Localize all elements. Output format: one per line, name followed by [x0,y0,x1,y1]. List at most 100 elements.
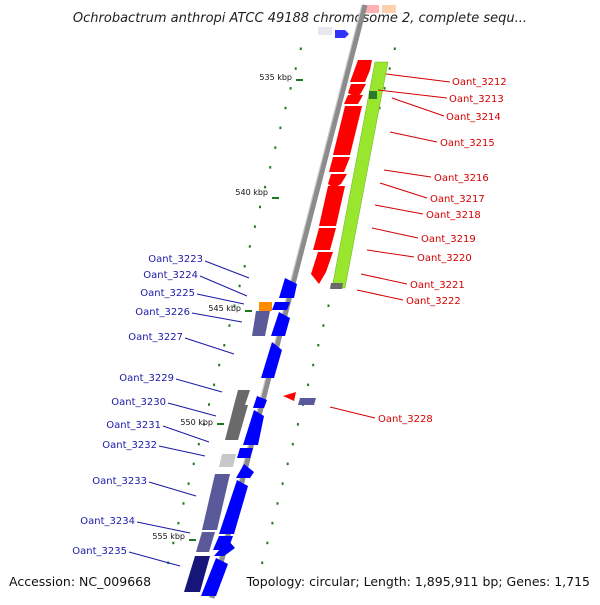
guide-right-dot [266,541,269,545]
guide-left-dot [243,265,246,268]
guide-left-dot [248,245,251,248]
tick-label-555: 555 kbp [152,532,185,541]
gene-oant-3236b-shape [201,558,228,596]
label-oant-3226[interactable]: Oant_3226 [135,307,190,318]
guide-left-dot [279,126,282,130]
guide-right-dot [378,106,381,110]
leader-oant-3235 [128,551,181,567]
guide-left-dot [223,344,226,347]
label-oant-3212[interactable]: Oant_3212 [452,77,507,88]
guide-right-dot [327,304,330,307]
leader-oant-3212 [385,73,451,83]
leader-oant-3215 [389,131,438,143]
gene-oant-3231-shape [243,410,264,445]
gene-oant-3215-shape [333,106,362,155]
guide-left-dot [233,304,236,307]
guide-right-dot [312,363,315,367]
leader-oant-3223 [204,260,250,279]
guide-right-dot [383,87,386,90]
label-oant-3218[interactable]: Oant_3218 [426,210,481,221]
accession-text: Accession: NC_009668 [9,574,151,589]
gene-oant-3232b-shape [219,454,236,467]
leader-oant-3229 [175,378,223,393]
leader-oant-3217 [379,182,428,199]
gc-track-end [330,283,343,289]
guide-right-dot [276,502,279,505]
guide-left-dot [259,205,261,209]
label-oant-3217[interactable]: Oant_3217 [430,194,485,205]
guide-right-dot [271,521,274,525]
guide-left-dot [284,106,287,110]
gene-oant-3232-shape [237,448,253,458]
leader-oant-3220 [366,249,415,258]
forward-gene-labels: Oant_3212 Oant_3213 Oant_3214 Oant_3215 … [329,73,507,425]
label-oant-3229[interactable]: Oant_3229 [119,373,174,384]
gene-oant-3218-shape [319,186,345,226]
topology-text: Topology: circular; Length: 1,895,911 bp… [246,574,590,589]
leader-oant-3225 [196,293,245,305]
tick-label-535: 535 kbp [259,73,292,82]
label-oant-3224[interactable]: Oant_3224 [143,270,198,281]
label-oant-3232[interactable]: Oant_3232 [102,440,157,451]
gene-oant-3226b-shape [271,312,290,336]
gene-oant-3223-shape [279,278,297,298]
guide-left-dot [187,482,190,485]
label-oant-3230[interactable]: Oant_3230 [111,397,166,408]
guide-left-dot [294,67,297,70]
label-oant-3220[interactable]: Oant_3220 [417,253,472,264]
guide-left-dot [274,146,277,149]
guide-right-dot [296,423,299,426]
label-oant-3231[interactable]: Oant_3231 [106,420,161,431]
leader-oant-3218 [374,204,424,215]
gene-oant-3214-shape [344,95,363,104]
label-oant-3235[interactable]: Oant_3235 [72,546,127,557]
leader-oant-3221 [360,273,408,285]
guide-right-dot [281,482,284,485]
gene-oant-3224-shape [259,302,272,311]
guide-left-dot [208,403,210,406]
label-oant-3221[interactable]: Oant_3221 [410,280,465,291]
guide-right-dot [322,324,325,327]
gene-oant-3213-shape [348,84,366,98]
gc-track-bar [331,61,389,289]
label-oant-3214[interactable]: Oant_3214 [446,112,501,123]
gene-oant-3225-shape [252,311,270,336]
label-oant-3223[interactable]: Oant_3223 [148,254,203,265]
guide-right-dot [317,344,320,347]
label-oant-3219[interactable]: Oant_3219 [421,234,476,245]
guide-left-dot [269,166,272,169]
leader-oant-3227 [184,337,235,355]
label-oant-3225[interactable]: Oant_3225 [140,288,195,299]
clipped-gene-blue [335,30,349,38]
clipped-gene-pink [365,5,379,13]
guide-right-dot [393,47,396,50]
label-oant-3233[interactable]: Oant_3233 [92,476,147,487]
gene-oant-3234-shape [219,480,248,534]
leader-oant-3224 [199,275,248,297]
label-oant-3227[interactable]: Oant_3227 [128,332,183,343]
guide-left-dot [289,87,292,90]
leader-oant-3222 [356,289,404,301]
gene-oant-3219-shape [313,228,336,250]
leader-oant-3216 [383,169,432,178]
gene-oant-3220-shape [311,252,333,284]
gene-oant-3227-shape [261,342,282,378]
label-oant-3213[interactable]: Oant_3213 [449,94,504,105]
guide-left-dot [228,324,231,327]
gene-oant-3216-shape [329,157,350,172]
label-oant-3228[interactable]: Oant_3228 [378,414,433,425]
guide-left-dot [192,462,195,466]
label-oant-3216[interactable]: Oant_3216 [434,173,489,184]
label-oant-3222[interactable]: Oant_3222 [406,296,461,307]
guide-left-dot [299,47,302,50]
leader-oant-3214 [391,97,445,117]
clipped-gene-peach [382,5,396,13]
label-oant-3215[interactable]: Oant_3215 [440,138,495,149]
guide-right-dot [291,442,294,446]
guide-right-dot [261,561,264,564]
label-oant-3234[interactable]: Oant_3234 [80,516,135,527]
leader-oant-3233 [148,481,197,497]
guide-right-dot [286,462,289,466]
gene-oant-3233b-shape [202,474,230,530]
